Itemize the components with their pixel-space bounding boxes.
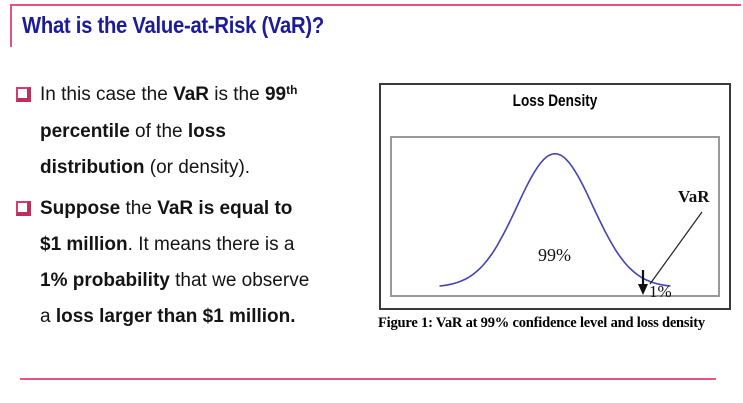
bullet-text-line: percentile of the loss [40,114,378,150]
slide-title: What is the Value-at-Risk (VaR)? [22,12,324,38]
loss-density-figure: Loss Density 99% VaR 1% [379,83,731,310]
bullet-text-line: a loss larger than $1 million. [40,299,378,335]
figure-title: Loss Density [512,91,598,110]
title-left-accent-rule [10,4,12,47]
bullet-list: In this case the VaR is the 99th percenti… [16,77,378,340]
text-segment: a [40,306,56,327]
tail-1-label: 1% [649,282,672,301]
bullet-text-line: Suppose the VaR is equal to [40,191,378,227]
text-segment: loss larger than $1 million. [55,306,296,327]
bullet-text-line: In this case the VaR is the 99th [40,77,378,114]
bullet-item: In this case the VaR is the 99th percenti… [16,77,378,186]
bottom-accent-rule [20,378,716,380]
bullet-text-line: $1 million. It means there is a [40,227,378,263]
text-segment: loss [187,121,226,142]
square-bullet-icon [16,201,31,216]
text-segment: the [120,198,158,219]
text-segment: (or density). [144,157,251,178]
top-accent-rule [11,4,741,6]
text-segment: VaR is equal to [157,198,293,219]
bullet-text: Suppose the VaR is equal to $1 million. I… [40,191,378,335]
area-99-label: 99% [538,245,571,265]
loss-density-curve [439,152,671,287]
text-segment: distribution [40,157,145,178]
var-down-arrow-head [638,284,648,295]
bullet-text-line: 1% probability that we observe [40,263,378,299]
square-bullet-icon [16,87,31,102]
text-segment: . It means there is a [127,234,295,255]
var-label: VaR [678,187,710,206]
plot-frame [390,136,720,297]
text-segment: of the [129,121,188,142]
text-segment: VaR [173,84,209,105]
bullet-text-line: distribution (or density). [40,150,378,186]
text-segment: Suppose [40,198,121,219]
text-segment: percentile [40,121,130,142]
density-plot-svg [439,152,703,295]
text-segment: that we observe [169,270,310,291]
text-segment: 99 [264,84,287,105]
text-segment: th [286,83,298,97]
text-segment: is the [209,84,265,105]
bullet-text: In this case the VaR is the 99th percenti… [40,77,378,186]
figure-caption: Figure 1: VaR at 99% confidence level an… [378,315,705,331]
text-segment: In this case the [40,84,174,105]
text-segment: 1% probability [40,270,170,291]
text-segment: $1 million [40,234,128,255]
bullet-item: Suppose the VaR is equal to $1 million. I… [16,191,378,335]
var-leader-line [649,211,703,285]
